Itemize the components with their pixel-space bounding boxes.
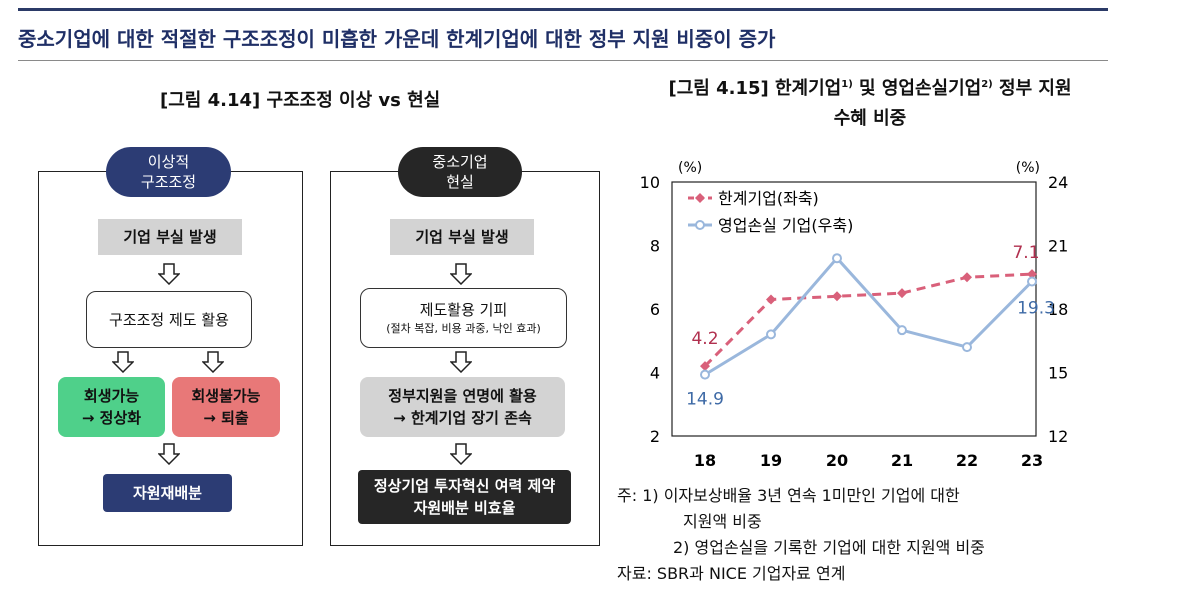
reality-step1-box: 기업 부실 발생 [390,219,534,255]
chart-title-sup1: 1) [841,79,853,90]
ideal-step2-box: 구조조정 제도 활용 [86,291,252,348]
data-point-loss-firms [962,342,972,353]
ideal-step4-label: 자원재배분 [132,484,202,502]
legend-label-marginal-firms: 한계기업(좌축) [718,189,819,208]
ideal-pill-line1: 이상적 [147,153,190,171]
reality-step4-line2: 자원배분 비효율 [413,499,516,517]
reality-step1-label: 기업 부실 발생 [415,228,509,246]
reality-step4-box: 정상기업 투자혁신 여력 제약 자원배분 비효율 [358,470,571,524]
right-axis-tick-label: 15 [1048,364,1068,383]
note-1-line2: 지원액 비중 [683,512,762,531]
reality-step4-line1: 정상기업 투자혁신 여력 제약 [373,477,556,495]
right-axis-tick-label: 21 [1048,237,1068,256]
down-arrow-icon [202,351,224,373]
down-arrow-icon [450,443,472,465]
down-arrow-icon [450,263,472,285]
plot-frame [671,181,1037,437]
chart-title-sup2: 2) [981,79,993,90]
legend-marker-loss-firms [695,220,705,230]
ideal-recovery-box: 회생가능 → 정상화 [58,377,165,437]
ideal-exit-line1: 회생불가능 [191,387,261,405]
data-point-loss-firms [832,253,842,264]
source-note: 자료: SBR과 NICE 기업자료 연계 [617,564,846,583]
chart-title-part3: 정부 지원 [992,78,1072,99]
series-line-loss-firms [704,255,1034,376]
data-point-marginal-firms [962,272,972,283]
reality-pill-line1: 중소기업 [432,153,488,171]
x-axis-tick-label: 23 [1021,451,1043,470]
reality-step3-box: 정부지원을 연명에 활용 → 한계기업 장기 존속 [360,377,565,437]
ideal-recovery-line2: → 정상화 [81,409,142,427]
chart-title-part2: 및 영업손실기업 [852,78,982,99]
top-rule [18,8,1108,11]
data-point-marginal-firms [1027,269,1037,280]
right-axis-tick-label: 24 [1048,173,1068,192]
figure-4-14-title: [그림 4.14] 구조조정 이상 vs 현실 [160,90,441,111]
ideal-step1-box: 기업 부실 발생 [98,219,242,255]
x-axis-tick-label: 19 [760,451,782,470]
legend-marker-marginal-firms [695,193,705,203]
left-axis-tick-label: 8 [650,237,660,256]
down-arrow-icon [112,351,134,373]
data-point-loss-firms [766,329,776,340]
reality-step2-line1: 제도활용 기피 [419,301,508,319]
page-headline: 중소기업에 대한 적절한 구조조정이 미흡한 가운데 한계기업에 대한 정부 지… [18,27,776,51]
down-arrow-icon [158,443,180,465]
x-axis-tick-label: 18 [694,451,716,470]
note-2: 2) 영업손실을 기록한 기업에 대한 지원액 비중 [673,538,985,557]
left-axis-tick-label: 10 [640,173,660,192]
left-axis-tick-label: 2 [650,427,660,446]
figure-4-15-title: [그림 4.15] 한계기업1) 및 영업손실기업2) 정부 지원 수혜 비중 [610,70,1130,134]
reality-step3-line2: → 한계기업 장기 존속 [393,409,532,427]
left-axis-tick-label: 4 [650,364,660,383]
chart-title-line2: 수혜 비중 [833,108,907,129]
ideal-step2-label: 구조조정 제도 활용 [109,310,229,329]
data-point-loss-firms [897,325,907,336]
down-arrow-icon [450,351,472,373]
ideal-step4-box: 자원재배분 [103,474,232,512]
data-point-marginal-firms [700,361,710,372]
x-axis-tick-label: 21 [891,451,913,470]
ideal-exit-box: 회생불가능 → 퇴출 [172,377,280,437]
right-axis-tick-label: 18 [1048,300,1068,319]
data-point-loss-firms [1027,276,1037,287]
series-line-marginal-firms [703,272,1033,368]
data-point-loss-firms [700,369,710,380]
data-label: 19.3 [1017,298,1055,318]
x-axis-tick-label: 20 [826,451,848,470]
data-label: 7.1 [1012,243,1039,263]
ideal-exit-line2: → 퇴출 [203,409,249,427]
reality-pill-line2: 현실 [446,173,474,191]
legend-label-loss-firms: 영업손실 기업(우축) [718,216,853,235]
chart-notes: 주: 1) 이자보상배율 3년 연속 1미만인 기업에 대한 지원액 비중 2)… [617,483,985,587]
ideal-pill-line2: 구조조정 [140,173,197,191]
reality-pill: 중소기업 현실 [398,147,522,197]
data-point-marginal-firms [832,291,842,302]
ideal-step1-label: 기업 부실 발생 [123,228,217,246]
header-separator [18,60,1108,61]
reality-step2-box: 제도활용 기피 (절차 복잡, 비용 과중, 낙인 효과) [360,288,567,348]
reality-step2-line2: (절차 복잡, 비용 과중, 낙인 효과) [386,322,541,335]
reality-step3-line1: 정부지원을 연명에 활용 [388,387,537,405]
left-axis-unit: (%) [678,160,702,176]
down-arrow-icon [158,263,180,285]
ideal-pill: 이상적 구조조정 [106,147,231,197]
left-axis-tick-label: 6 [650,300,660,319]
note-1-line1: 주: 1) 이자보상배율 3년 연속 1미만인 기업에 대한 [617,486,960,505]
data-label: 14.9 [686,390,724,410]
right-axis-tick-label: 12 [1048,427,1068,446]
chart-title-part1: [그림 4.15] 한계기업 [668,78,842,99]
data-label: 4.2 [691,329,718,349]
right-axis-unit: (%) [1016,160,1040,176]
x-axis-tick-label: 22 [956,451,978,470]
data-point-marginal-firms [766,294,776,305]
ideal-recovery-line1: 회생가능 [83,387,140,405]
data-point-marginal-firms [897,288,907,299]
